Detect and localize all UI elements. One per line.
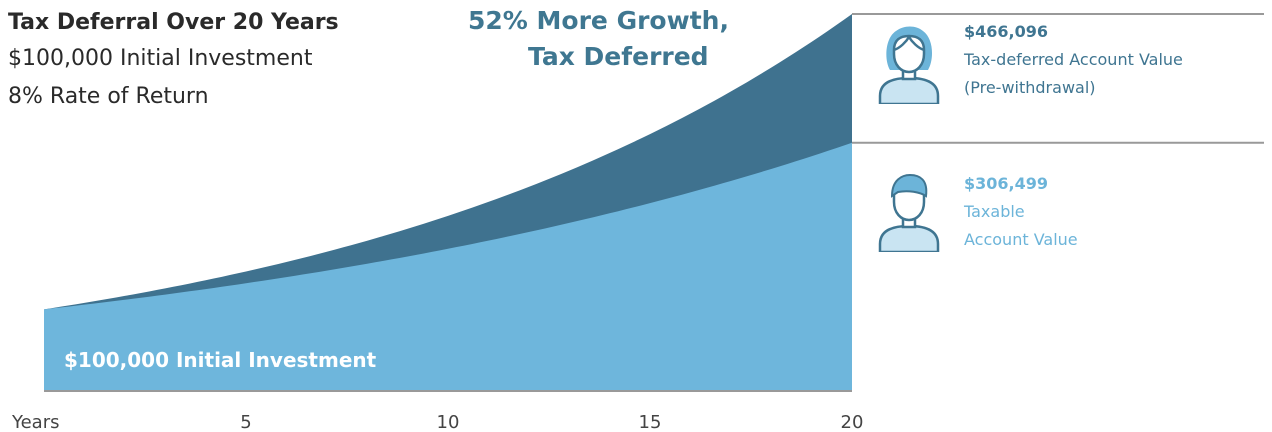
- growth-callout-line2: Tax Deferred: [528, 42, 709, 71]
- taxable-value: $306,499: [964, 174, 1049, 193]
- woman-avatar-icon: [878, 26, 940, 104]
- x-tick-label: 20: [841, 412, 864, 432]
- man-avatar-icon: [878, 173, 940, 252]
- tax-deferred-value: $466,096: [964, 22, 1049, 41]
- initial-investment-label: $100,000 Initial Investment: [64, 348, 377, 372]
- investment-subtitle: $100,000 Initial Investment: [8, 46, 313, 71]
- tax-deferred-sublabel: (Pre-withdrawal): [964, 78, 1096, 97]
- x-tick-label: 10: [437, 412, 460, 432]
- return-rate-subtitle: 8% Rate of Return: [8, 84, 209, 109]
- taxable-area: [44, 142, 852, 390]
- growth-callout-line1: 52% More Growth,: [468, 6, 729, 35]
- x-axis-ticks: 5 10 15 20: [240, 412, 863, 432]
- x-tick-label: 5: [240, 412, 251, 432]
- x-tick-label: 15: [639, 412, 662, 432]
- taxable-sublabel: Account Value: [964, 230, 1078, 249]
- tax-deferred-label: Tax-deferred Account Value: [964, 50, 1183, 69]
- taxable-label: Taxable: [964, 202, 1025, 221]
- x-axis-label: Years: [11, 412, 60, 432]
- chart-title: Tax Deferral Over 20 Years: [8, 10, 339, 35]
